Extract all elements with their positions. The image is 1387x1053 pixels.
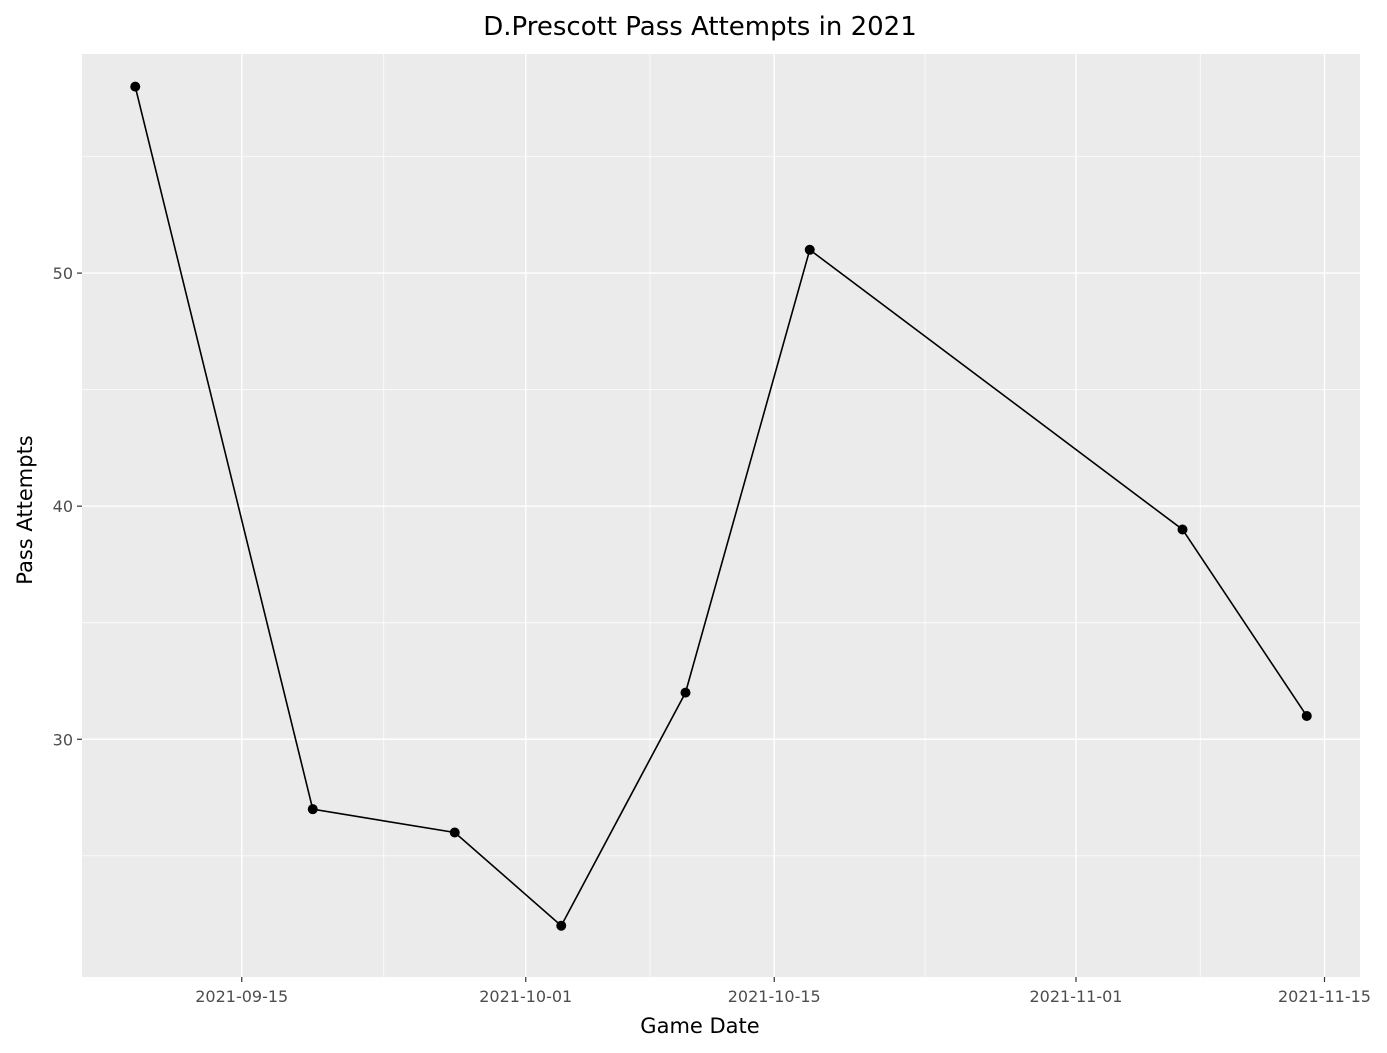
series-layer [130, 81, 1312, 931]
x-tick-label: 2021-10-01 [479, 987, 572, 1006]
data-point [449, 827, 460, 838]
x-tick-label: 2021-09-15 [195, 987, 288, 1006]
data-point [307, 804, 318, 815]
major-gridlines [82, 54, 1360, 977]
x-tick-label: 2021-11-01 [1030, 987, 1123, 1006]
y-tick-label: 30 [53, 730, 73, 749]
data-point [1301, 710, 1312, 721]
y-tick-label: 50 [53, 264, 73, 283]
x-axis-tick-labels: 2021-09-15 2021-10-01 2021-10-15 2021-11-01… [195, 987, 1371, 1006]
y-axis-tick-labels: 30 40 50 [53, 264, 73, 749]
data-point [804, 244, 815, 255]
minor-gridlines [82, 54, 1360, 977]
y-axis-title: Pass Attempts [13, 435, 37, 585]
data-point [1177, 524, 1188, 535]
data-point [130, 81, 141, 92]
data-point [680, 687, 691, 698]
chart-title: D.Prescott Pass Attempts in 2021 [483, 12, 917, 42]
x-axis-title: Game Date [640, 1014, 759, 1038]
x-tick-label: 2021-10-15 [728, 987, 821, 1006]
data-point [556, 920, 567, 931]
plot-panel [82, 54, 1360, 977]
y-tick-label: 40 [53, 497, 73, 516]
series-line [134, 86, 1308, 927]
x-tick-label: 2021-11-15 [1278, 987, 1371, 1006]
axis-ticks [77, 272, 1326, 982]
